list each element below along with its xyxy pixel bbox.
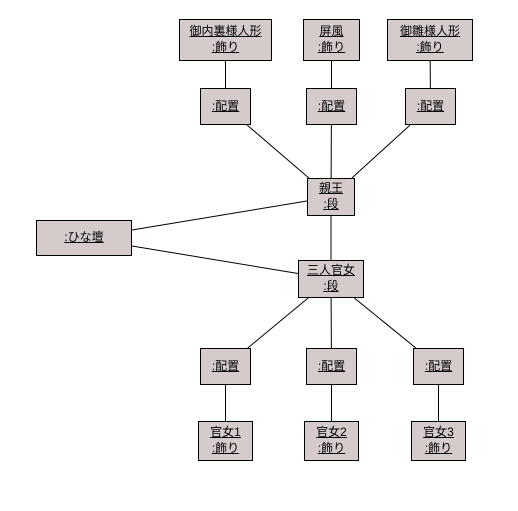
node-label: 御内裏様人形 [189, 24, 261, 40]
node-top3: 御雛様人形:飾り [387, 19, 473, 61]
node-label: :段 [323, 197, 338, 213]
node-cfgA3: :配置 [405, 88, 456, 125]
node-label: 三人官女 [307, 263, 355, 279]
edge [354, 298, 415, 348]
node-label: :配置 [212, 359, 239, 375]
node-kan3: 官女3:飾り [411, 421, 466, 461]
node-cfgB1: :配置 [200, 348, 251, 385]
node-label: 御雛様人形 [400, 24, 460, 40]
node-top2: 屏風:飾り [303, 19, 360, 61]
node-top1: 御内裏様人形:飾り [179, 19, 272, 61]
node-label: :飾り [318, 40, 345, 56]
node-label: :飾り [212, 441, 239, 457]
node-shinnou: 親王:段 [307, 178, 355, 216]
edge [248, 298, 308, 348]
node-label: :段 [323, 279, 338, 295]
node-label: 官女3 [423, 425, 454, 441]
node-label: :配置 [417, 99, 444, 115]
node-label: :配置 [425, 359, 452, 375]
edge [352, 125, 410, 178]
node-label: 親王 [319, 181, 343, 197]
node-cfgA1: :配置 [200, 88, 251, 125]
node-label: :飾り [212, 40, 239, 56]
node-cfgA2: :配置 [306, 88, 357, 125]
node-label: :ひな壇 [64, 230, 103, 246]
node-label: :配置 [212, 99, 239, 115]
node-label: :飾り [318, 441, 345, 457]
node-label: 屏風 [319, 24, 343, 40]
node-label: 官女1 [210, 425, 241, 441]
node-cfgB2: :配置 [306, 348, 357, 385]
node-label: :配置 [318, 359, 345, 375]
edge [132, 201, 307, 230]
node-kan2: 官女2:飾り [304, 421, 359, 461]
edge [132, 246, 298, 274]
node-sannin: 三人官女:段 [298, 260, 364, 298]
node-label: :飾り [416, 40, 443, 56]
node-cfgB3: :配置 [413, 348, 464, 385]
node-label: :飾り [425, 441, 452, 457]
node-hinadan: :ひな壇 [36, 220, 132, 256]
node-label: 官女2 [316, 425, 347, 441]
node-label: :配置 [318, 99, 345, 115]
edge [247, 125, 309, 178]
node-kan1: 官女1:飾り [198, 421, 253, 461]
